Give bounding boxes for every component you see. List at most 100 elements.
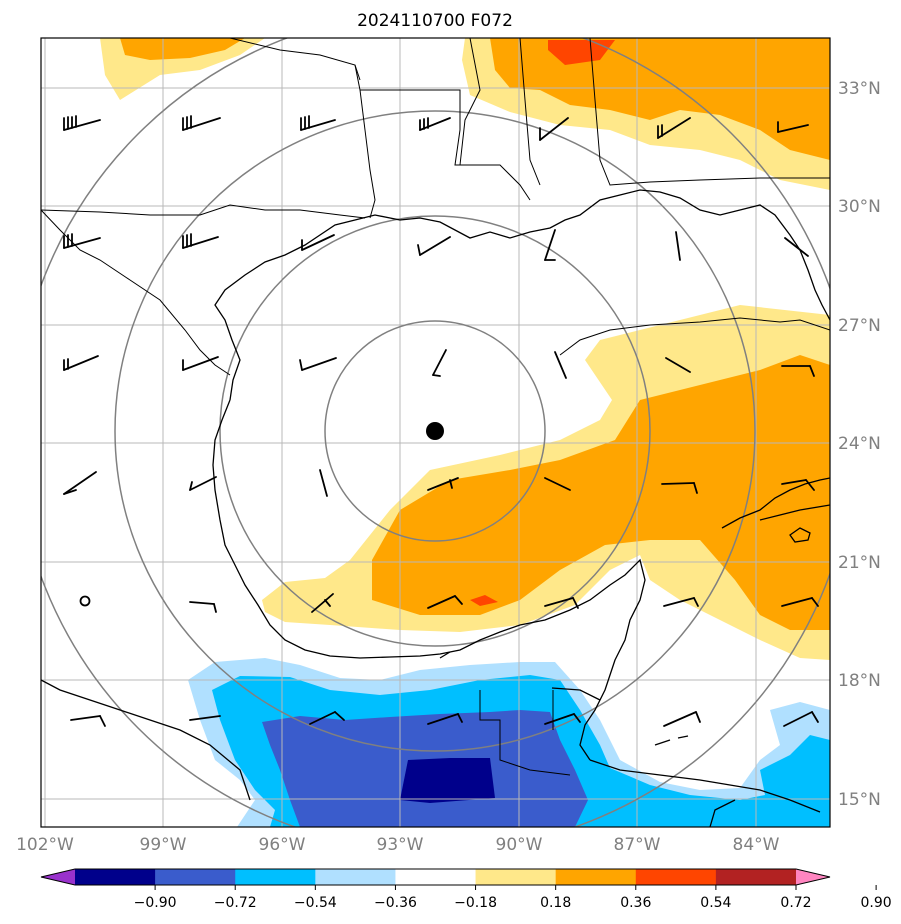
wind-barb bbox=[783, 711, 819, 727]
colorbar-tick-label: −0.90 bbox=[134, 895, 177, 911]
island-small-3 bbox=[439, 651, 451, 659]
wind-barb bbox=[182, 115, 221, 131]
colorbar-tick-label: −0.18 bbox=[454, 895, 497, 911]
lon-label: 84°W bbox=[733, 835, 780, 855]
wind-barb bbox=[661, 482, 698, 494]
lon-label: 96°W bbox=[259, 835, 306, 855]
lat-label: 21°N bbox=[838, 553, 881, 573]
lat-label: 15°N bbox=[838, 790, 881, 810]
range-ring-1 bbox=[324, 320, 546, 542]
contour-fill-072-north bbox=[548, 40, 615, 65]
wind-barb bbox=[781, 479, 815, 491]
map-frame bbox=[40, 37, 831, 828]
mexico-us-border bbox=[41, 209, 231, 376]
wind-barb bbox=[427, 595, 463, 609]
colorbar-tick-label: 0.72 bbox=[780, 895, 811, 911]
wind-barb bbox=[419, 117, 451, 131]
wind-barb bbox=[182, 356, 219, 371]
colorbar-tick-label: 0.36 bbox=[620, 895, 651, 911]
colorbar-tick-label: −0.72 bbox=[214, 895, 257, 911]
wind-barb bbox=[544, 713, 581, 725]
wind-barb bbox=[63, 115, 101, 131]
cuba-coastline bbox=[721, 477, 830, 529]
lat-label: 33°N bbox=[838, 79, 881, 99]
florida-peninsula bbox=[559, 317, 830, 356]
wind-barb bbox=[63, 233, 101, 249]
arkansas-border bbox=[354, 64, 376, 219]
wind-barb bbox=[189, 476, 217, 491]
colorbar-tick-label: −0.36 bbox=[374, 895, 417, 911]
wind-barb bbox=[70, 715, 106, 727]
wind-barb bbox=[427, 477, 459, 491]
island-small-1 bbox=[654, 739, 671, 746]
colorbar-segment bbox=[555, 869, 637, 885]
colorbar-segment bbox=[155, 869, 236, 885]
colorbar-tick-label: 0.90 bbox=[861, 895, 892, 911]
wind-barb bbox=[544, 229, 556, 261]
wind-barb bbox=[63, 471, 97, 495]
wind-barb bbox=[544, 477, 571, 491]
wind-barb bbox=[319, 469, 328, 497]
wind-barb bbox=[657, 117, 691, 139]
wind-barb bbox=[665, 357, 691, 373]
wind-barb bbox=[427, 713, 463, 725]
colorbar-segment bbox=[635, 869, 717, 885]
lat-label: 30°N bbox=[838, 197, 881, 217]
colorbar-segment bbox=[75, 869, 156, 885]
wind-barb bbox=[784, 237, 809, 257]
storm-center-marker bbox=[426, 422, 444, 440]
wind-barb bbox=[781, 597, 819, 607]
chart-title: 2024110700 F072 bbox=[357, 11, 513, 31]
political-borders bbox=[41, 38, 830, 776]
lon-label: 87°W bbox=[614, 835, 661, 855]
wind-barb bbox=[299, 357, 337, 371]
gridlines bbox=[41, 38, 830, 827]
central-america-coastline-2 bbox=[709, 799, 736, 827]
lat-label: 27°N bbox=[838, 316, 881, 336]
range-ring-2 bbox=[219, 215, 651, 647]
colorbar-tick-label: 0.54 bbox=[700, 895, 731, 911]
wind-barb bbox=[301, 234, 335, 251]
lat-label: 18°N bbox=[838, 671, 881, 691]
wind-barb bbox=[544, 597, 579, 609]
us-gulf-coastline bbox=[214, 189, 830, 401]
wind-barb bbox=[189, 601, 217, 613]
yucatan-interior bbox=[551, 687, 601, 701]
central-america-coastline bbox=[589, 759, 821, 813]
louisiana-border bbox=[360, 89, 531, 201]
guatemala-border bbox=[479, 690, 571, 776]
mississippi-border bbox=[459, 38, 481, 166]
wind-barb bbox=[182, 233, 219, 249]
colorbar-segment bbox=[715, 869, 797, 885]
contour-fill-054-band bbox=[372, 355, 830, 630]
wind-barb bbox=[311, 593, 334, 613]
lon-labels: 102°W 99°W 96°W 93°W 90°W 87°W 84°W bbox=[16, 835, 780, 855]
wind-barb bbox=[675, 231, 681, 261]
contour-fill-054-north bbox=[490, 38, 830, 160]
lat-label: 24°N bbox=[838, 434, 881, 454]
contour-fill-072-band bbox=[470, 595, 498, 606]
map-area bbox=[41, 38, 830, 827]
colorbar-tick-label: −0.54 bbox=[294, 895, 337, 911]
lon-label: 102°W bbox=[16, 835, 74, 855]
wind-barbs bbox=[63, 115, 819, 727]
lon-label: 93°W bbox=[377, 835, 424, 855]
lon-label: 90°W bbox=[496, 835, 543, 855]
wind-barb bbox=[539, 117, 569, 141]
colorbar-segment bbox=[395, 869, 477, 885]
colorbar-tick-label: 0.18 bbox=[540, 895, 571, 911]
mexico-pacific-coastline bbox=[41, 679, 251, 801]
alabama-border bbox=[519, 38, 541, 186]
contour-fill-072-south bbox=[400, 758, 495, 803]
wind-barb bbox=[79, 595, 91, 607]
wind-barb bbox=[663, 597, 699, 607]
wind-barb bbox=[663, 711, 701, 727]
wind-barb bbox=[63, 355, 99, 371]
colorbar-outline bbox=[40, 868, 831, 886]
wind-barb bbox=[554, 351, 567, 379]
colorbar-extend-low bbox=[41, 869, 75, 885]
oklahoma-border bbox=[229, 38, 361, 81]
colorbar-segment bbox=[235, 869, 316, 885]
mexico-east-coastline bbox=[212, 399, 646, 761]
